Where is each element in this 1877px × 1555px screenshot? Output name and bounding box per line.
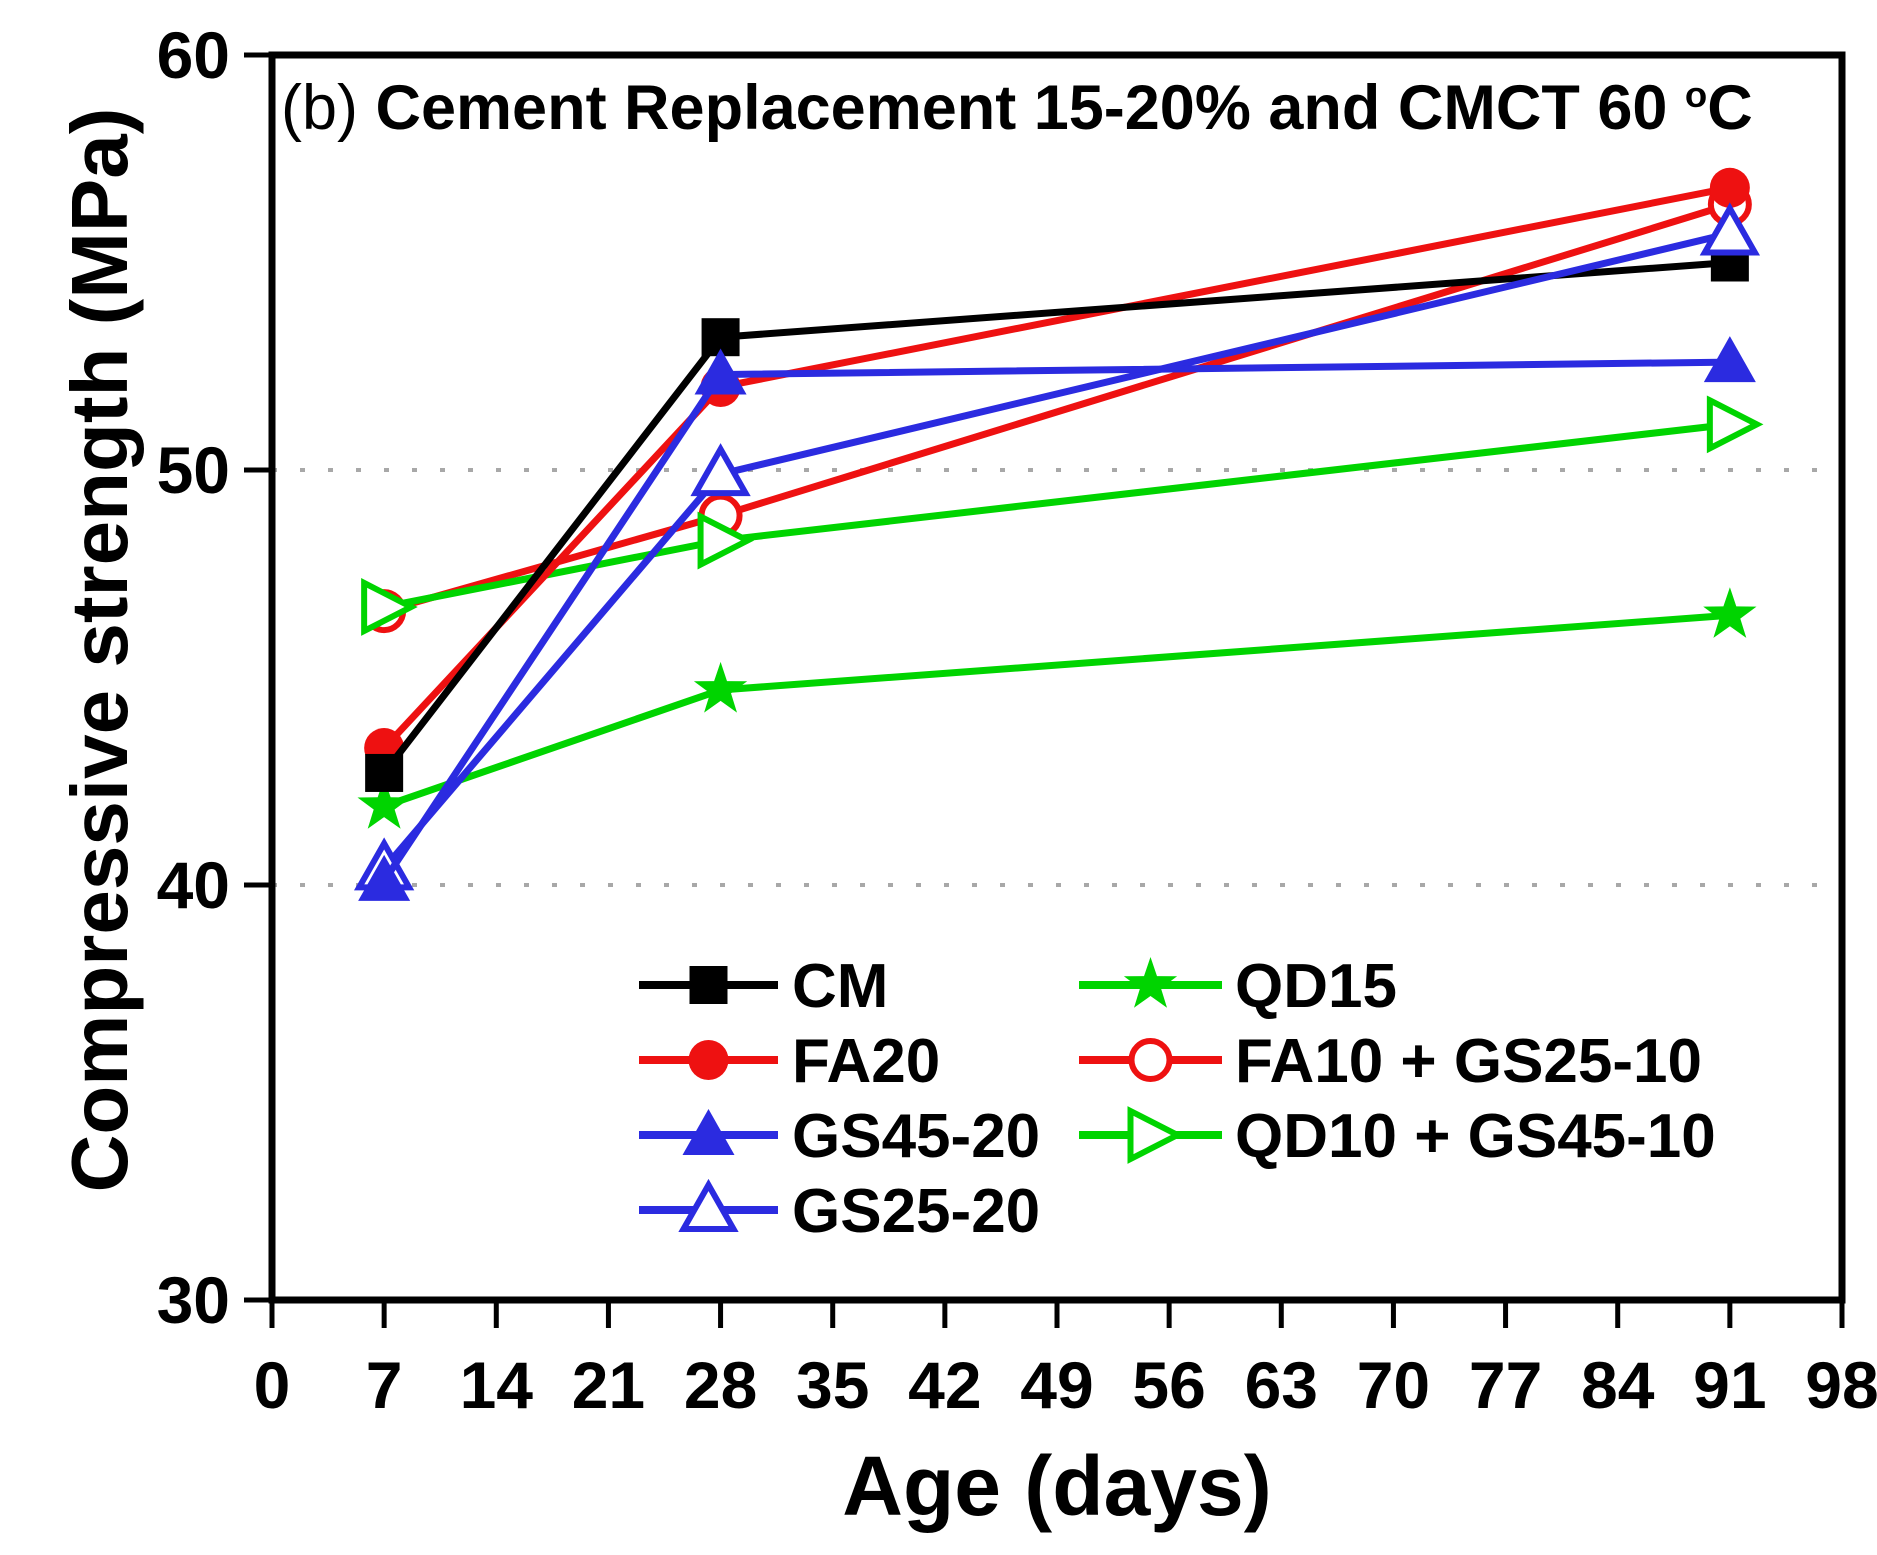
x-tick-label-28: 28 — [684, 1348, 757, 1422]
series-marker-QD10+GS45-10 — [361, 578, 418, 636]
x-tick-label-42: 42 — [908, 1348, 981, 1422]
legend-label-QD15: QD15 — [1235, 952, 1397, 1021]
chart-title-superscript: o — [1684, 74, 1708, 115]
legend-marker-FA10+GS25-10 — [1128, 1038, 1173, 1082]
y-tick-label-60: 60 — [157, 18, 230, 92]
x-tick-label-84: 84 — [1581, 1348, 1655, 1422]
series-line-CM — [381, 259, 1731, 776]
legend-marker-QD15 — [1123, 957, 1178, 1008]
legend-label-FA20: FA20 — [792, 1027, 940, 1096]
series-marker-QD15 — [357, 778, 411, 829]
x-tick-label-91: 91 — [1693, 1348, 1766, 1422]
series-marker-GS45-20 — [694, 348, 747, 395]
y-axis-title: Compressive strength (MPa) — [55, 107, 144, 1193]
legend-label-GS45-20: GS45-20 — [792, 1102, 1040, 1171]
y-tick-label-40: 40 — [157, 848, 230, 922]
y-tick-label-50: 50 — [157, 433, 230, 507]
legend-marker-CM — [689, 966, 728, 1004]
x-tick-label-35: 35 — [796, 1348, 869, 1422]
series-line-QD15 — [383, 611, 1731, 810]
series-marker-QD10+GS45-10 — [1706, 395, 1764, 454]
x-tick-label-98: 98 — [1805, 1348, 1877, 1422]
legend-marker-GS25-20 — [678, 1178, 739, 1232]
series-marker-CM — [365, 753, 404, 792]
x-tick-label-63: 63 — [1245, 1348, 1318, 1422]
legend-label-QD10+GS45-10: QD10 + GS45-10 — [1235, 1102, 1716, 1171]
series-marker-GS25-20 — [1699, 202, 1761, 256]
chart-title-main: Cement Replacement 15-20% and CMCT 60 — [375, 73, 1685, 143]
x-axis-title: Age (days) — [842, 1439, 1272, 1533]
x-tick-label-56: 56 — [1132, 1348, 1205, 1422]
series-line-FA10+GS25-10 — [383, 201, 1731, 615]
legend-label-FA10+GS25-10: FA10 + GS25-10 — [1235, 1027, 1702, 1096]
x-tick-label-21: 21 — [572, 1348, 645, 1422]
legend-marker-GS45-20 — [682, 1109, 735, 1155]
x-tick-label-14: 14 — [460, 1348, 534, 1422]
series-line-GS45-20 — [381, 358, 1730, 883]
series-marker-GS25-20 — [690, 443, 751, 497]
chart-title-prefix: (b) — [281, 73, 376, 143]
legend-label-GS25-20: GS25-20 — [792, 1177, 1040, 1246]
chart-title-suffix: C — [1707, 73, 1753, 143]
x-tick-label-0: 0 — [254, 1348, 291, 1422]
series-marker-GS45-20 — [358, 854, 411, 901]
series-marker-FA20 — [1709, 167, 1750, 208]
y-tick-label-30: 30 — [157, 1263, 230, 1337]
x-tick-label-77: 77 — [1469, 1348, 1542, 1422]
x-tick-label-49: 49 — [1020, 1348, 1093, 1422]
series-marker-QD15 — [1703, 587, 1757, 638]
series-marker-QD10+GS45-10 — [697, 511, 755, 570]
series-marker-QD15 — [693, 661, 748, 713]
legend-label-CM: CM — [792, 952, 888, 1021]
legend-marker-QD10+GS45-10 — [1127, 1106, 1185, 1164]
chart-title: (b) Cement Replacement 15-20% and CMCT 6… — [281, 72, 1753, 144]
x-tick-label-7: 7 — [366, 1348, 403, 1422]
x-tick-label-70: 70 — [1357, 1348, 1430, 1422]
legend-marker-FA20 — [688, 1040, 729, 1080]
series-marker-GS45-20 — [1703, 336, 1756, 383]
